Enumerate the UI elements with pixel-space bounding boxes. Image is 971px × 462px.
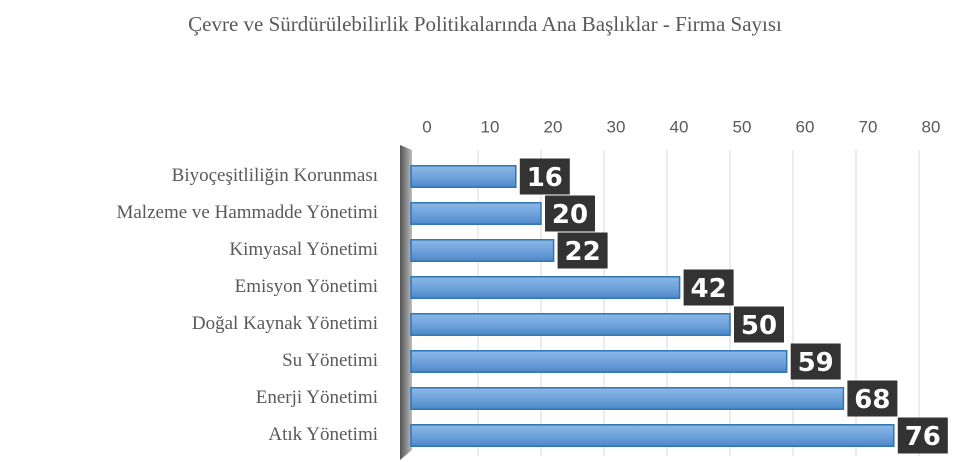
y-tick-label: Kimyasal Yönetimi (229, 239, 378, 260)
value-label: 50 (741, 311, 777, 341)
x-tick-label: 50 (733, 117, 752, 136)
bar (410, 350, 788, 373)
value-label-box (734, 306, 784, 343)
chart-title: Çevre ve Sürdürülebilirlik Politikaların… (188, 12, 782, 36)
value-label-box (683, 269, 734, 306)
value-label: 42 (691, 274, 727, 304)
value-label-box (519, 158, 570, 195)
value-label: 76 (905, 422, 941, 452)
y-tick-label: Atık Yönetimi (268, 424, 378, 445)
value-label: 22 (565, 237, 601, 267)
value-label: 59 (798, 348, 834, 378)
y-tick-label: Emisyon Yönetimi (235, 276, 378, 297)
value-label: 68 (854, 385, 890, 415)
y-tick-label: Su Yönetimi (282, 350, 378, 371)
x-tick-label: 10 (481, 117, 500, 136)
bar (410, 424, 895, 447)
x-tick-label: 30 (607, 117, 626, 136)
x-tick-label: 70 (859, 117, 878, 136)
value-label-box (545, 195, 595, 232)
bar (410, 239, 555, 262)
x-tick-label: 60 (796, 117, 815, 136)
value-label: 16 (527, 163, 563, 193)
x-tick-label: 40 (670, 117, 689, 136)
bar (410, 387, 845, 410)
y-tick-label: Doğal Kaynak Yönetimi (192, 313, 378, 334)
bar (410, 276, 681, 299)
x-tick-label: 0 (422, 117, 431, 136)
value-label-box (790, 343, 841, 380)
y-tick-label: Enerji Yönetimi (256, 387, 378, 408)
value-label-box (847, 380, 898, 417)
axis-wall (400, 145, 412, 460)
y-tick-label: Biyoçeşitliliğin Korunması (172, 165, 378, 186)
x-tick-label: 80 (922, 117, 941, 136)
value-label-box (557, 232, 608, 269)
x-tick-label: 20 (544, 117, 563, 136)
bar (410, 313, 731, 336)
value-label: 20 (552, 200, 588, 230)
y-tick-label: Malzeme ve Hammadde Yönetimi (116, 202, 378, 223)
bar (410, 202, 542, 225)
value-label-box (897, 417, 948, 454)
bar (410, 165, 517, 188)
